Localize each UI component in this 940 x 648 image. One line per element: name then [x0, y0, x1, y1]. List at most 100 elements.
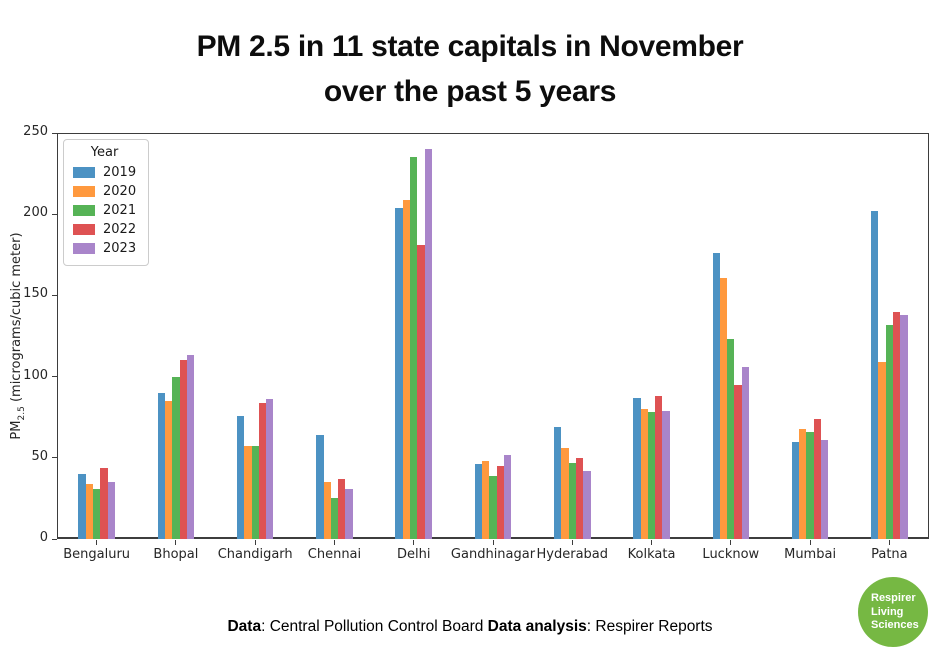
legend-label: 2023	[103, 241, 137, 256]
bar	[900, 314, 908, 539]
bar	[655, 396, 663, 539]
bar	[78, 474, 86, 539]
bar	[330, 498, 339, 539]
bar	[251, 446, 259, 539]
x-tick-label: Delhi	[396, 547, 431, 562]
bar	[266, 399, 274, 539]
legend-label: 2020	[103, 184, 137, 199]
bar	[316, 435, 324, 539]
bar	[186, 355, 195, 539]
x-tick-mark	[809, 540, 811, 545]
y-tick-mark	[52, 376, 57, 378]
bar	[575, 457, 584, 539]
legend-swatch	[73, 186, 95, 197]
bar	[554, 426, 562, 539]
footer-analysis-text: : Respirer Reports	[586, 618, 713, 635]
bar	[813, 418, 822, 539]
bar	[727, 339, 735, 539]
bar	[395, 207, 403, 539]
bar	[338, 478, 346, 539]
bar	[640, 409, 648, 539]
legend-swatch	[73, 205, 95, 216]
chart-area: PM2.5 (micrograms/cubic meter) 0 50 100 150…	[0, 118, 940, 580]
x-tick-mark	[888, 540, 890, 545]
bar	[244, 446, 252, 539]
footer-data-text: : Central Pollution Control Board	[261, 618, 488, 635]
bar	[633, 397, 641, 539]
footer-analysis-label: Data analysis	[487, 618, 587, 635]
bar	[734, 384, 742, 539]
legend-items: 2019 2020 2021 2022 2023	[73, 163, 136, 258]
bar	[424, 149, 432, 539]
x-tick-mark	[333, 540, 335, 545]
x-tick-label: Hyderabad	[536, 547, 609, 562]
legend: Year 2019 2020 2021 2022 2023	[63, 139, 150, 266]
bar	[503, 454, 512, 539]
y-tick-label: 100	[23, 367, 48, 383]
bar	[583, 470, 591, 539]
footer-caption: Data: Central Pollution Control Board Da…	[0, 618, 940, 636]
x-tick-mark	[413, 540, 415, 545]
bar	[474, 464, 483, 539]
x-tick-label: Chennai	[307, 547, 362, 562]
x-tick-label: Bhopal	[153, 547, 199, 562]
legend-item: 2020	[73, 182, 136, 201]
bar	[157, 392, 165, 539]
x-tick-label: Lucknow	[702, 547, 760, 562]
legend-title: Year	[90, 145, 119, 160]
x-tick-mark	[96, 540, 98, 545]
bar	[107, 482, 115, 539]
bar	[712, 253, 720, 539]
y-tick-label: 50	[31, 448, 48, 464]
y-tick-mark	[52, 213, 57, 215]
bar	[893, 311, 901, 539]
bar	[791, 441, 800, 539]
y-tick-label: 250	[23, 124, 48, 139]
bar	[719, 277, 728, 539]
y-tick-label: 150	[23, 286, 48, 302]
bar	[799, 428, 807, 539]
legend-item: 2021	[73, 201, 136, 220]
legend-item: 2019	[73, 163, 136, 182]
chart-title-line1: PM 2.5 in 11 state capitals in November	[196, 30, 744, 63]
legend-swatch	[73, 243, 95, 254]
chart-title-line2: over the past 5 years	[323, 75, 617, 108]
x-tick-mark	[571, 540, 573, 545]
x-tick-mark	[254, 540, 256, 545]
y-tick-mark	[52, 538, 57, 540]
legend-item: 2023	[73, 239, 136, 258]
bar	[821, 439, 829, 539]
y-tick-mark	[52, 132, 57, 134]
x-tick-mark	[175, 540, 177, 545]
x-tick-label: Patna	[871, 547, 908, 562]
legend-swatch	[73, 224, 95, 235]
bar	[417, 245, 425, 539]
y-axis-label-prefix: PM	[9, 420, 25, 440]
x-tick-label: Mumbai	[784, 547, 837, 562]
bar	[871, 210, 879, 539]
y-tick-mark	[52, 457, 57, 459]
legend-item: 2022	[73, 220, 136, 239]
bar	[179, 360, 187, 539]
bar	[164, 400, 173, 539]
y-tick-label: 200	[23, 205, 48, 221]
bar	[100, 467, 108, 539]
footer-data-label: Data	[227, 618, 262, 635]
y-axis-label: PM2.5 (micrograms/cubic meter)	[9, 232, 27, 439]
bar	[236, 415, 245, 539]
x-tick-mark	[651, 540, 653, 545]
legend-label: 2022	[103, 222, 137, 237]
logo-line2: Living	[871, 605, 904, 618]
bar	[323, 482, 331, 539]
legend-label: 2021	[103, 203, 137, 218]
logo-line3: Sciences	[871, 619, 919, 631]
legend-swatch	[73, 167, 95, 178]
bar	[568, 462, 576, 539]
x-tick-label: Chandigarh	[217, 547, 293, 562]
x-tick-label: Gandhinagar	[450, 547, 536, 562]
x-tick-mark	[492, 540, 494, 545]
bar	[410, 157, 418, 539]
x-tick-label: Kolkata	[627, 547, 676, 562]
bar	[489, 475, 497, 539]
